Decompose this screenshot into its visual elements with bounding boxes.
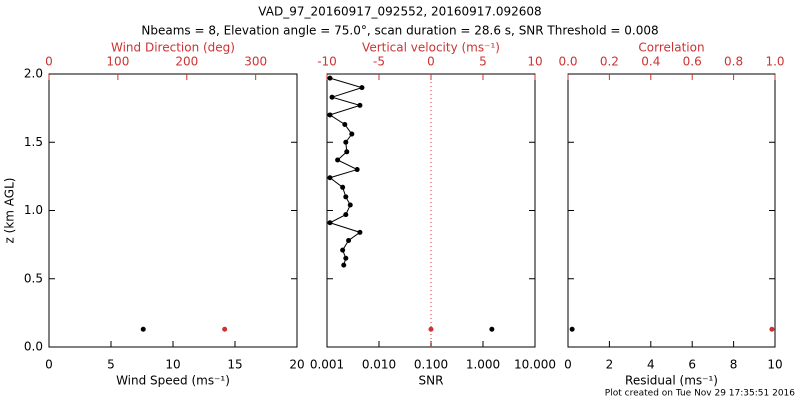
x2-tick-label: 0.2 [600,55,619,69]
x-tick-label: 0.100 [414,358,448,372]
x2-tick-label: 10 [527,55,542,69]
x-tick-label: 15 [227,358,242,372]
x2-tick-label: 0.4 [641,55,660,69]
x-tick-label: 4 [647,358,655,372]
data-point [354,167,360,173]
y-axis-label: z (km AGL) [3,178,17,244]
data-point [222,326,228,332]
data-point [349,131,355,137]
x2-tick-label: 1.0 [765,55,784,69]
x-tick-label: 6 [688,358,696,372]
profile-line [328,77,364,266]
data-point [327,175,333,181]
x-tick-label: 2 [606,358,614,372]
y-tick-label: 1.5 [24,135,43,149]
data-point [140,326,146,332]
x-axis-label: Wind Speed (ms⁻¹) [116,374,230,388]
x-tick-label: 0 [45,358,53,372]
data-point [340,184,346,190]
data-point [343,255,349,261]
data-point [357,229,363,235]
x2-tick-label: 0 [45,55,53,69]
footer: Plot created on Tue Nov 29 17:35:51 2016 [605,389,795,399]
y-tick-label: 2.0 [24,67,43,81]
x2-tick-label: 5 [479,55,487,69]
data-point [769,326,775,332]
x2-tick-label: 0.8 [724,55,743,69]
x2-tick-label: 100 [106,55,129,69]
x2-tick-label: 200 [175,55,198,69]
x-tick-label: 1.000 [466,358,500,372]
data-point [342,122,348,128]
chart-title: VAD_97_20160917_092552, 20160917.092608 [258,5,541,19]
x2-tick-label: 0.0 [558,55,577,69]
x-tick-label: 20 [289,358,304,372]
x2-tick-label: 0.6 [683,55,702,69]
data-point [335,157,341,163]
y-tick-label: 0.5 [24,271,43,285]
x-tick-label: 10 [767,358,782,372]
x-tick-label: 5 [107,358,115,372]
data-point [343,194,349,200]
x2-tick-label: -10 [317,55,337,69]
data-point [343,212,349,218]
data-point [327,75,333,81]
x-tick-label: 10 [165,358,180,372]
data-point [344,149,350,155]
data-point [428,326,434,332]
data-point [343,139,349,145]
data-point [347,202,353,208]
data-point [327,220,333,226]
x2-tick-label: 0 [427,55,435,69]
x2-axis-label: Wind Direction (deg) [111,41,235,55]
data-point [489,326,495,332]
x-axis-label: SNR [419,374,444,388]
x-tick-label: 8 [730,358,738,372]
chart-subtitle: Nbeams = 8, Elevation angle = 75.0°, sca… [141,24,658,38]
data-point [341,262,347,268]
y-tick-label: 0.0 [24,340,43,354]
data-point [569,326,575,332]
data-point [340,247,346,253]
data-point [357,102,363,108]
x-tick-label: 10.000 [514,358,556,372]
x2-axis-label: Vertical velocity (ms⁻¹) [362,41,500,55]
data-point [327,112,333,118]
data-point [329,94,335,100]
x2-tick-label: 300 [244,55,267,69]
data-point [359,85,365,91]
x-tick-label: 0.010 [362,358,396,372]
data-point [346,238,352,244]
x2-tick-label: -5 [373,55,385,69]
x-tick-label: 0 [564,358,572,372]
x-axis-label: Residual (ms⁻¹) [625,374,718,388]
y-tick-label: 1.0 [24,203,43,217]
x-tick-label: 0.001 [310,358,344,372]
x2-axis-label: Correlation [638,41,704,55]
